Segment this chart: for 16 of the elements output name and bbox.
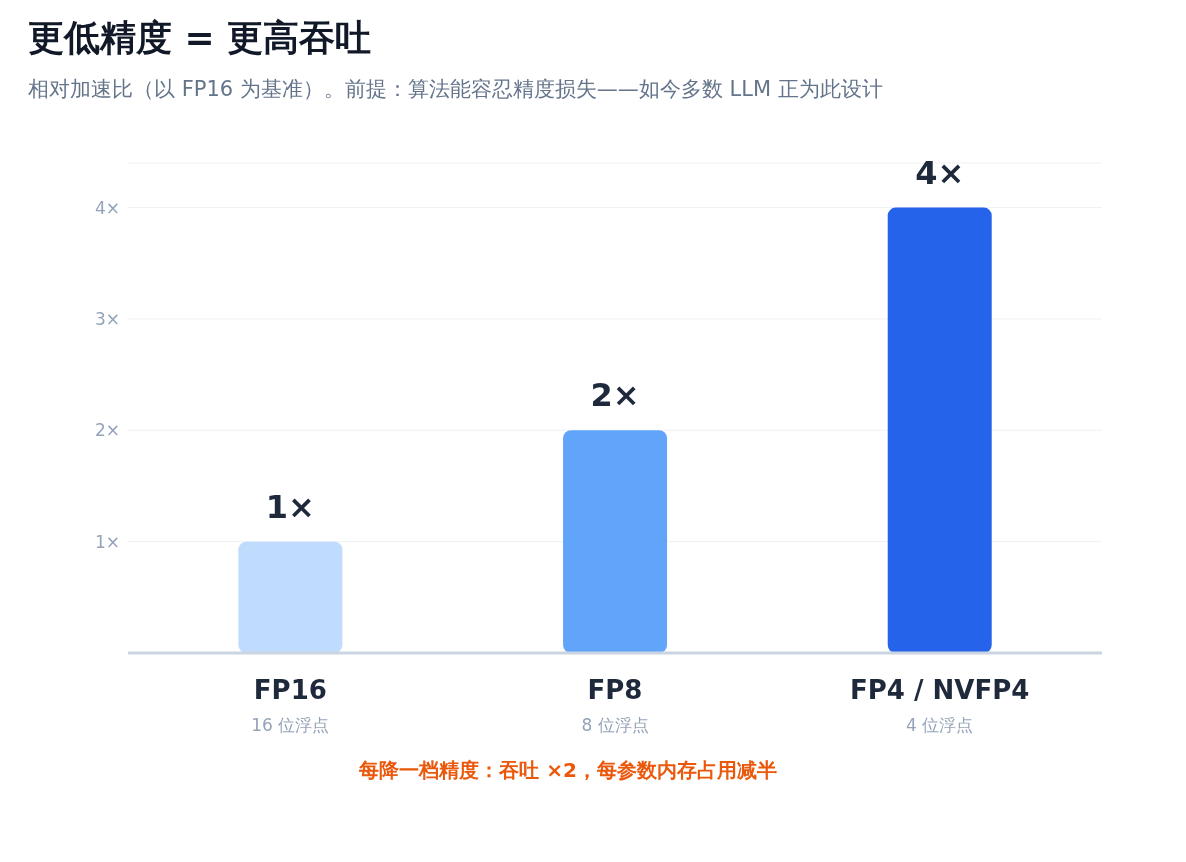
x-tick-label: FP4 / NVFP4 4 位浮点 bbox=[850, 675, 1030, 735]
data-label: 1× bbox=[265, 487, 315, 526]
bar bbox=[887, 207, 992, 653]
text: 每降一档精度：吞吐 ×2，每参数内存占用减半 bbox=[358, 757, 778, 784]
x-tick-label: FP8 8 位浮点 bbox=[581, 675, 649, 735]
x-tick-label: FP16 16 位浮点 bbox=[251, 675, 330, 735]
y-tick-label: 3× bbox=[94, 308, 120, 329]
chart-subtitle: 相对加速比（以 FP16 为基准）。前提：算法能容忍精度损失——如今多数 LLM 正为此设计 bbox=[28, 76, 884, 103]
bar bbox=[238, 541, 343, 653]
y-tick-label: 1× bbox=[94, 531, 120, 552]
y-tick-label: 4× bbox=[94, 197, 120, 218]
chart-title: 更低精度 = 更高吞吐 bbox=[28, 16, 373, 60]
data-label: 4× bbox=[915, 153, 965, 192]
data-label: 2× bbox=[590, 376, 640, 415]
bar bbox=[563, 430, 668, 653]
y-tick-label: 2× bbox=[94, 420, 120, 441]
